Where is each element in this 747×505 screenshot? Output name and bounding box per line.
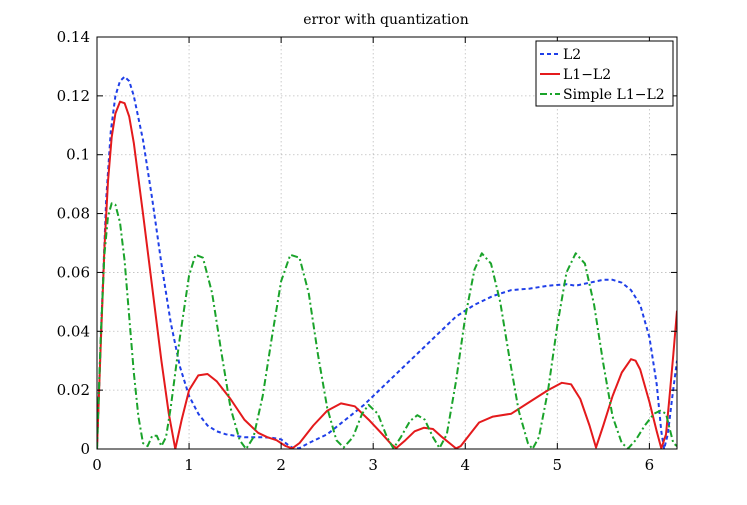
x-tick-label: 5 (553, 456, 563, 474)
legend-label-3: Simple L1−L2 (563, 87, 665, 103)
x-tick-label: 6 (645, 456, 655, 474)
x-tick-label: 1 (184, 456, 194, 474)
legend-label-1: L2 (563, 47, 581, 63)
y-tick-label: 0.1 (66, 146, 90, 164)
plot-lines (97, 75, 677, 449)
legend: L2 L1−L2 Simple L1−L2 (535, 40, 674, 107)
y-tick-label: 0.06 (57, 263, 90, 281)
series-line-2 (97, 100, 677, 449)
y-tick-label: 0.04 (57, 322, 90, 340)
plot-frame (96, 36, 678, 450)
axis-ticks: 0 1 2 3 4 5 6 0 0.02 0.04 0.06 0.08 0.1 0.12 0.14 (57, 28, 677, 474)
y-tick-label: 0.12 (57, 87, 90, 105)
y-tick-label: 0.14 (57, 28, 90, 46)
x-tick-label: 3 (368, 456, 378, 474)
legend-label-2: L1−L2 (563, 67, 611, 83)
y-tick-label: 0 (80, 440, 90, 458)
y-tick-label: 0.02 (57, 381, 90, 399)
x-tick-label: 2 (276, 456, 286, 474)
x-tick-label: 0 (92, 456, 102, 474)
y-tick-label: 0.08 (57, 205, 90, 223)
x-tick-label: 4 (460, 456, 470, 474)
series-line-3 (97, 202, 677, 449)
series-line-1 (97, 75, 677, 449)
chart-title: error with quantization (303, 12, 469, 28)
